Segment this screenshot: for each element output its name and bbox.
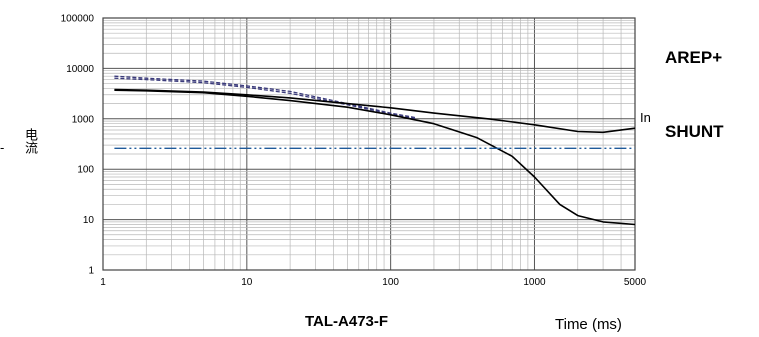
- x-tick-label: 5000: [624, 277, 647, 288]
- y-axis-label: 电流: [22, 128, 37, 154]
- y-tick-label: 10000: [66, 64, 94, 75]
- shunt-label: SHUNT: [665, 122, 724, 141]
- chart-ticks: 1 10 100 1000 5000 1 10 100 1000 10000 100000: [61, 14, 647, 289]
- series-line: [114, 77, 417, 120]
- x-axis-label: Time (ms): [555, 316, 622, 333]
- x-tick-label: 1000: [523, 277, 546, 288]
- x-tick-label: 10: [241, 277, 253, 288]
- y-tick-label: 100000: [61, 14, 95, 25]
- chart-grid: [102, 17, 636, 271]
- x-tick-label: 100: [382, 277, 399, 288]
- in-label: In: [640, 110, 651, 125]
- chart-series: [114, 75, 636, 226]
- y-tick-label: 1000: [72, 114, 95, 125]
- plot-frame: [102, 17, 636, 271]
- series-line: [114, 75, 417, 119]
- y-axis-mark: -: [0, 140, 5, 155]
- arep-label: AREP+: [665, 48, 723, 67]
- x-tick-label: 1: [100, 277, 106, 288]
- model-label: TAL-A473-F: [305, 313, 389, 330]
- y-tick-label: 100: [77, 165, 94, 176]
- y-tick-label: 10: [83, 215, 95, 226]
- series-line: [114, 89, 636, 226]
- y-tick-label: 1: [88, 266, 94, 277]
- series-line: [114, 88, 636, 134]
